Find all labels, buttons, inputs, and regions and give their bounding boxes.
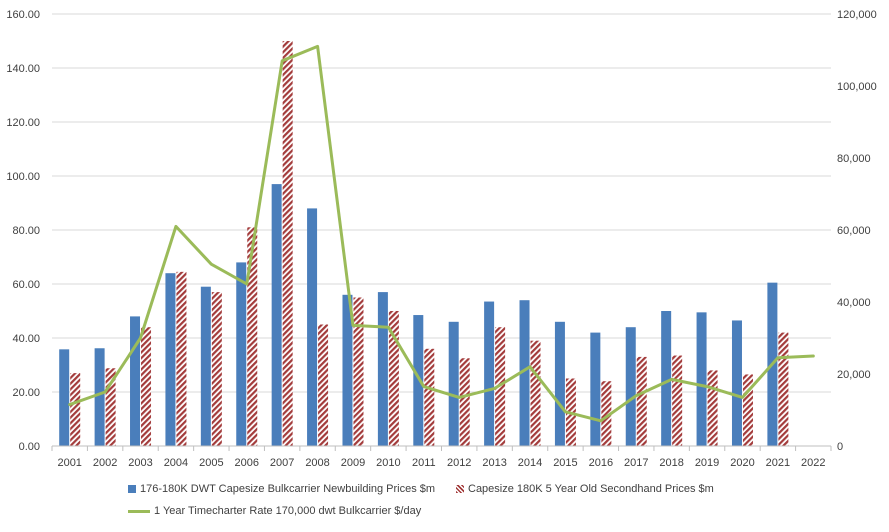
bar-secondhand	[176, 271, 187, 446]
bar-secondhand	[672, 355, 683, 446]
y-left-tick-label: 20.00	[12, 387, 40, 399]
x-tick-label: 2022	[801, 457, 825, 469]
x-tick-label: 2017	[624, 457, 648, 469]
bar-secondhand	[211, 292, 222, 446]
bar-secondhand	[141, 327, 152, 446]
x-tick-label: 2001	[57, 457, 81, 469]
x-tick-label: 2009	[341, 457, 365, 469]
line-timecharter	[68, 44, 815, 423]
bar-secondhand	[459, 358, 470, 446]
bar-secondhand	[636, 356, 647, 446]
bar-newbuilding	[59, 349, 70, 446]
x-tick-label: 2012	[447, 457, 471, 469]
bar-secondhand	[282, 41, 293, 446]
y-right-tick-label: 120,000	[837, 9, 877, 21]
bar-newbuilding	[130, 316, 141, 446]
y-right-tick-label: 60,000	[837, 225, 871, 237]
x-tick-label: 2011	[412, 457, 436, 469]
y-left-tick-label: 0.00	[19, 441, 40, 453]
y-right-tick-label: 40,000	[837, 297, 871, 309]
x-tick-label: 2015	[553, 457, 577, 469]
bar-newbuilding	[165, 273, 176, 446]
x-tick-label: 2003	[128, 457, 152, 469]
bar-secondhand	[388, 311, 399, 446]
x-tick-label: 2016	[589, 457, 613, 469]
bar-newbuilding	[342, 294, 353, 446]
y-left-tick-label: 100.00	[6, 171, 40, 183]
bar-newbuilding	[413, 315, 424, 446]
bar-secondhand	[601, 381, 612, 446]
bar-newbuilding	[377, 292, 388, 446]
x-tick-label: 2006	[235, 457, 259, 469]
bar-secondhand	[247, 227, 258, 446]
y-left-tick-label: 60.00	[12, 279, 40, 291]
x-tick-label: 2018	[659, 457, 683, 469]
x-tick-label: 2002	[93, 457, 117, 469]
bar-newbuilding	[625, 327, 636, 446]
bar-newbuilding	[554, 321, 565, 446]
bar-newbuilding	[200, 286, 211, 446]
bar-newbuilding	[271, 184, 282, 446]
x-tick-label: 2004	[164, 457, 188, 469]
x-tick-label: 2013	[482, 457, 506, 469]
bar-newbuilding	[661, 311, 672, 446]
x-tick-label: 2007	[270, 457, 294, 469]
bar-newbuilding	[448, 321, 459, 446]
bar-newbuilding	[484, 301, 495, 446]
bar-secondhand	[318, 324, 329, 446]
bar-secondhand	[424, 348, 435, 446]
x-tick-label: 2020	[730, 457, 754, 469]
y-left-tick-label: 160.00	[6, 9, 40, 21]
bar-secondhand	[105, 368, 116, 446]
bar-newbuilding	[731, 320, 742, 446]
bar-secondhand	[530, 340, 541, 446]
x-tick-label: 2014	[518, 457, 542, 469]
bar-newbuilding	[519, 300, 530, 446]
bar-newbuilding	[696, 312, 707, 446]
y-left-tick-label: 80.00	[12, 225, 40, 237]
x-tick-label: 2005	[199, 457, 223, 469]
bar-newbuilding	[307, 208, 318, 446]
bar-secondhand	[353, 297, 364, 446]
bar-secondhand	[778, 332, 789, 446]
y-left-tick-label: 140.00	[6, 63, 40, 75]
bar-secondhand	[742, 374, 753, 446]
bar-newbuilding	[94, 348, 105, 446]
y-right-tick-label: 20,000	[837, 369, 871, 381]
x-tick-label: 2021	[766, 457, 790, 469]
bar-newbuilding	[590, 332, 601, 446]
x-tick-label: 2019	[695, 457, 719, 469]
bar-secondhand	[707, 370, 718, 446]
y-right-tick-label: 100,000	[837, 81, 877, 93]
y-right-tick-label: 0	[837, 441, 843, 453]
bar-secondhand	[70, 373, 81, 446]
x-tick-label: 2008	[305, 457, 329, 469]
y-right-tick-label: 80,000	[837, 153, 871, 165]
y-left-tick-label: 120.00	[6, 117, 40, 129]
x-tick-label: 2010	[376, 457, 400, 469]
bar-newbuilding	[236, 262, 247, 446]
y-left-tick-label: 40.00	[12, 333, 40, 345]
